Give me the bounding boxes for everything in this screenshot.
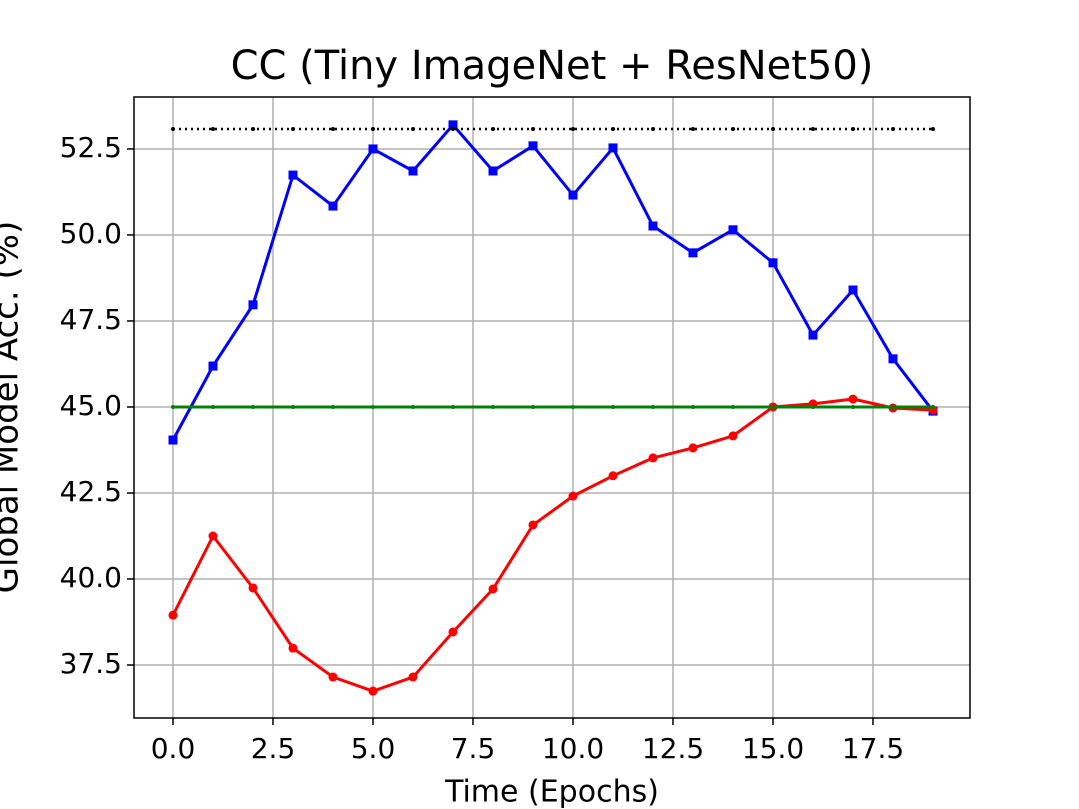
marker (331, 126, 335, 131)
marker (771, 126, 775, 131)
x-tick-label: 0.0 (151, 732, 196, 765)
marker (888, 354, 898, 364)
marker (328, 672, 338, 682)
marker (171, 404, 175, 409)
marker (208, 361, 218, 371)
marker (371, 126, 375, 131)
marker (411, 404, 415, 409)
marker (408, 166, 418, 176)
marker (368, 686, 378, 696)
marker (608, 143, 618, 153)
marker (848, 285, 858, 295)
y-axis-label: Global Model Acc. (%) (0, 221, 27, 594)
marker (611, 404, 615, 409)
marker (811, 126, 815, 131)
marker (448, 120, 458, 130)
marker (288, 170, 298, 180)
y-tick-label: 42.5 (60, 475, 122, 508)
marker (688, 248, 698, 258)
marker (371, 404, 375, 409)
x-tick-label: 5.0 (351, 732, 396, 765)
marker (291, 404, 295, 409)
marker (811, 404, 815, 409)
marker (531, 126, 535, 131)
marker (211, 404, 215, 409)
series-line (171, 397, 934, 693)
marker (808, 330, 818, 340)
marker (451, 404, 455, 409)
marker (608, 471, 618, 481)
x-axis-label: Time (Epochs) (444, 775, 659, 809)
marker (691, 404, 695, 409)
marker (648, 221, 658, 231)
marker (611, 126, 615, 131)
marker (288, 643, 298, 653)
y-tick-label: 52.5 (60, 131, 122, 164)
marker (488, 584, 498, 594)
y-tick-label: 40.0 (60, 561, 122, 594)
marker (571, 126, 575, 131)
marker (408, 672, 418, 682)
marker (528, 141, 538, 151)
marker (651, 404, 655, 409)
marker (728, 225, 738, 235)
marker (368, 144, 378, 154)
marker (691, 126, 695, 131)
marker (251, 404, 255, 409)
x-tick-label: 15.0 (742, 732, 804, 765)
marker (568, 190, 578, 200)
marker (531, 404, 535, 409)
marker (688, 443, 698, 453)
x-tick-label: 17.5 (842, 732, 904, 765)
marker (528, 520, 538, 530)
marker (248, 583, 258, 593)
x-tick-label: 2.5 (251, 732, 296, 765)
marker (728, 431, 738, 441)
marker (768, 258, 778, 268)
marker (488, 166, 498, 176)
plot-frame (133, 96, 971, 719)
marker (168, 435, 178, 445)
marker (771, 404, 775, 409)
marker (891, 126, 895, 131)
y-tick-label: 50.0 (60, 217, 122, 250)
marker (571, 404, 575, 409)
marker (851, 126, 855, 131)
marker (568, 491, 578, 501)
marker (731, 404, 735, 409)
marker (931, 404, 935, 409)
marker (931, 126, 935, 131)
marker (891, 404, 895, 409)
chart-title: CC (Tiny ImageNet + ResNet50) (231, 43, 874, 89)
x-tick-label: 12.5 (642, 732, 704, 765)
marker (411, 126, 415, 131)
x-tick-label: 10.0 (542, 732, 604, 765)
marker (651, 126, 655, 131)
marker (248, 300, 258, 310)
marker (851, 404, 855, 409)
marker (491, 126, 495, 131)
y-tick-label: 37.5 (60, 647, 122, 680)
marker (208, 531, 218, 541)
series-line (171, 122, 935, 441)
y-tick-label: 47.5 (60, 303, 122, 336)
y-tick-label: 45.0 (60, 389, 122, 422)
marker (251, 126, 255, 131)
marker (448, 627, 458, 637)
marker (211, 126, 215, 131)
marker (291, 126, 295, 131)
marker (491, 404, 495, 409)
marker (648, 453, 658, 463)
marker (731, 126, 735, 131)
x-tick-label: 7.5 (451, 732, 496, 765)
marker (171, 126, 175, 131)
marker (451, 126, 455, 131)
marker (848, 394, 858, 404)
marker (328, 201, 338, 211)
marker (168, 610, 178, 620)
marker (331, 404, 335, 409)
